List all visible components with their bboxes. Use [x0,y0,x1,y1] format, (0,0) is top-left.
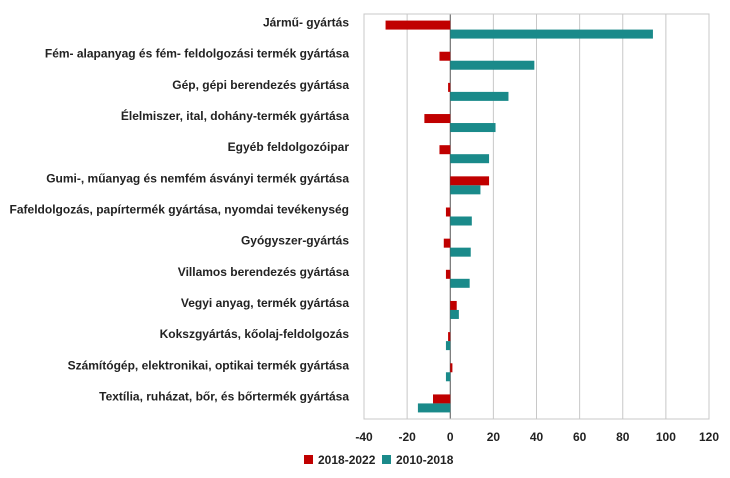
bar-series-1-cat-4 [450,154,490,164]
category-label-6: Fafeldolgozás, papírtermék gyártása, nyo… [10,203,349,217]
category-label-9: Vegyi anyag, termék gyártása [181,296,349,310]
bar-series-0-cat-3 [424,114,451,124]
category-label-0: Jármű- gyártás [263,16,349,30]
bar-series-1-cat-6 [450,216,472,226]
category-labels: Jármű- gyártás Fém- alapanyag és fém- fel… [10,16,350,404]
category-label-8: Villamos berendezés gyártása [178,265,350,279]
x-tick-label-1: -20 [398,430,416,444]
bar-series-1-cat-0 [450,29,653,39]
category-label-7: Gyógyszer-gyártás [241,234,349,248]
bar-series-0-cat-1 [439,51,451,61]
legend-label-series-0: 2018-2022 [318,453,376,467]
bar-series-0-cat-4 [439,145,451,155]
legend: 2018-2022 2010-2018 [304,453,454,467]
bar-series-1-cat-5 [450,185,481,195]
plot-frame [363,13,710,420]
category-label-3: Élelmiszer, ital, dohány-termék gyártása [121,108,349,123]
bar-series-0-cat-9 [450,300,457,310]
x-tick-label-8: 120 [699,430,719,444]
gridlines [363,13,710,420]
x-tick-label-5: 60 [573,430,587,444]
bar-series-1-cat-10 [445,341,451,351]
legend-swatch-series-1 [382,455,391,464]
x-tick-label-6: 80 [616,430,630,444]
category-label-1: Fém- alapanyag és fém- feldolgozási term… [45,47,349,61]
bar-series-1-cat-12 [417,403,451,413]
bar-series-0-cat-11 [450,363,453,373]
category-label-10: Kokszgyártás, kőolaj-feldolgozás [160,327,350,341]
category-label-5: Gumi-, műanyag és nemfém ásványi termék … [46,171,349,185]
bar-series-1-cat-1 [450,60,535,70]
bar-series-1-cat-2 [450,91,509,101]
bar-series-1-cat-9 [450,309,459,319]
legend-label-series-1: 2010-2018 [396,453,454,467]
bar-series-0-cat-6 [445,207,451,217]
bar-series-0-cat-8 [445,269,451,279]
bar-series-0-cat-10 [448,332,451,342]
legend-swatch-series-0 [304,455,313,464]
category-label-2: Gép, gépi berendezés gyártása [172,78,349,92]
x-tick-label-0: -40 [355,430,373,444]
bar-series-0-cat-12 [433,394,451,404]
bars [385,20,653,413]
bar-series-1-cat-3 [450,123,496,133]
category-label-12: Textília, ruházat, bőr, és bőrtermék gyá… [99,389,349,403]
x-tick-label-4: 40 [530,430,544,444]
x-tick-labels: -40 -20 0 20 40 60 80 100 120 [355,430,719,444]
x-tick-label-2: 0 [447,430,454,444]
category-label-11: Számítógép, elektronikai, optikai termék… [68,358,350,372]
bar-series-0-cat-2 [448,82,451,92]
bar-series-1-cat-7 [450,247,471,257]
bar-series-0-cat-0 [385,20,451,30]
bar-series-0-cat-5 [450,176,490,186]
category-label-4: Egyéb feldolgozóipar [228,140,350,154]
x-tick-label-3: 20 [487,430,501,444]
x-tick-label-7: 100 [656,430,676,444]
bar-series-1-cat-11 [445,372,451,382]
bar-series-1-cat-8 [450,278,470,288]
bar-series-0-cat-7 [443,238,451,248]
